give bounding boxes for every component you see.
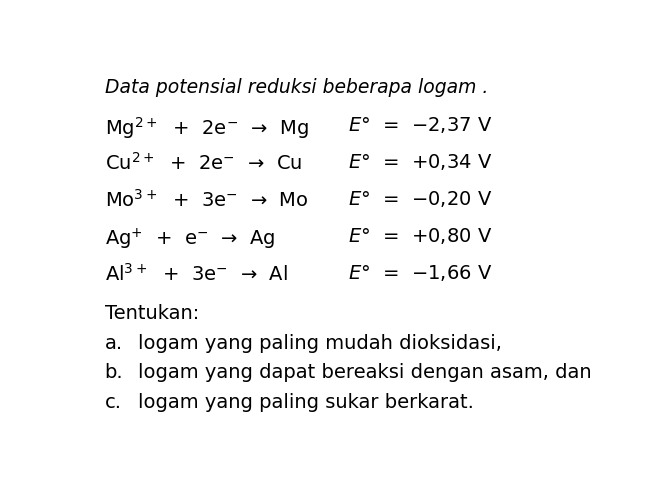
Text: logam yang paling mudah dioksidasi,: logam yang paling mudah dioksidasi, bbox=[138, 333, 502, 352]
Text: $\mathit{E}$°  =  −2,37 V: $\mathit{E}$° = −2,37 V bbox=[348, 115, 492, 135]
Text: $\mathit{E}$°  =  +0,34 V: $\mathit{E}$° = +0,34 V bbox=[348, 152, 492, 172]
Text: $\mathregular{Mg^{2+}}$  +  $\mathregular{2e^{-}}$  →  Mg: $\mathregular{Mg^{2+}}$ + $\mathregular{… bbox=[104, 115, 308, 141]
Text: $\mathregular{Cu^{2+}}$  +  $\mathregular{2e^{-}}$  →  Cu: $\mathregular{Cu^{2+}}$ + $\mathregular{… bbox=[104, 152, 302, 174]
Text: logam yang dapat bereaksi dengan asam, dan: logam yang dapat bereaksi dengan asam, d… bbox=[138, 362, 591, 382]
Text: c.: c. bbox=[104, 392, 122, 411]
Text: $\mathit{E}$°  =  +0,80 V: $\mathit{E}$° = +0,80 V bbox=[348, 226, 492, 246]
Text: b.: b. bbox=[104, 362, 123, 382]
Text: $\mathit{E}$°  =  −1,66 V: $\mathit{E}$° = −1,66 V bbox=[348, 263, 492, 283]
Text: $\mathit{E}$°  =  −0,20 V: $\mathit{E}$° = −0,20 V bbox=[348, 189, 492, 209]
Text: a.: a. bbox=[104, 333, 123, 352]
Text: Data potensial reduksi beberapa logam .: Data potensial reduksi beberapa logam . bbox=[104, 78, 488, 97]
Text: logam yang paling sukar berkarat.: logam yang paling sukar berkarat. bbox=[138, 392, 474, 411]
Text: $\mathregular{Al^{3+}}$  +  $\mathregular{3e^{-}}$  →  Al: $\mathregular{Al^{3+}}$ + $\mathregular{… bbox=[104, 263, 288, 285]
Text: $\mathregular{Mo^{3+}}$  +  $\mathregular{3e^{-}}$  →  Mo: $\mathregular{Mo^{3+}}$ + $\mathregular{… bbox=[104, 189, 308, 211]
Text: Tentukan:: Tentukan: bbox=[104, 303, 199, 323]
Text: $\mathregular{Ag^{+}}$  +  $\mathregular{e^{-}}$  →  Ag: $\mathregular{Ag^{+}}$ + $\mathregular{e… bbox=[104, 226, 275, 251]
